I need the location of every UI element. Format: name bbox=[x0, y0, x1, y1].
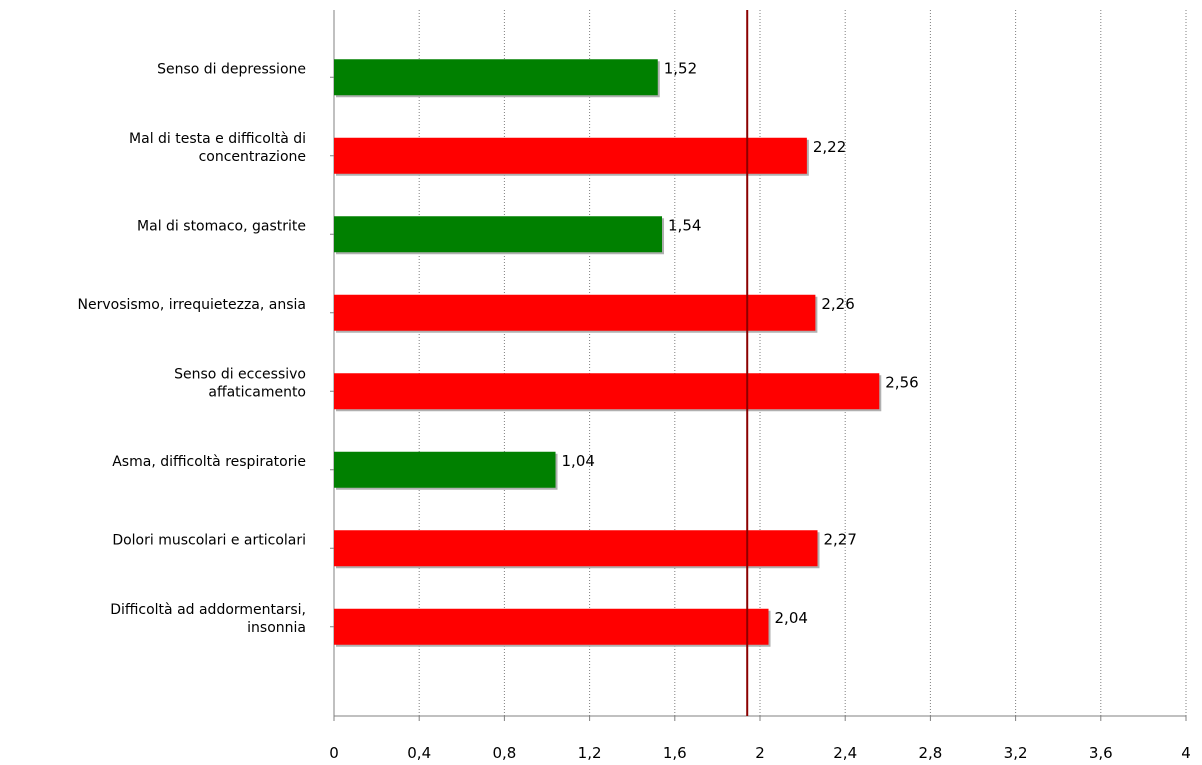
category-label: Mal di testa e difficoltà di concentrazio… bbox=[129, 131, 306, 165]
bar-value-label: 2,56 bbox=[885, 373, 918, 391]
category-label-line: Senso di eccessivo bbox=[174, 366, 306, 382]
category-label: Senso di eccessivo affaticamento bbox=[174, 366, 306, 400]
bar bbox=[334, 294, 816, 331]
category-label-line: Nervosismo, irrequietezza, ansia bbox=[78, 297, 307, 313]
bar-value-label: 2,22 bbox=[813, 138, 846, 156]
bar bbox=[334, 216, 663, 253]
x-tick-label: 1,6 bbox=[663, 744, 687, 762]
category-label-line: concentrazione bbox=[199, 149, 306, 165]
category-label-line: Difficoltà ad addormentarsi, bbox=[110, 602, 306, 618]
category-label-line: affaticamento bbox=[208, 384, 306, 400]
category-label: Mal di stomaco, gastrite bbox=[137, 218, 306, 234]
axes bbox=[330, 10, 1187, 721]
x-tick-label: 4 bbox=[1181, 744, 1191, 762]
bars bbox=[334, 59, 882, 647]
bar bbox=[334, 59, 658, 96]
category-label: Senso di depressione bbox=[157, 61, 306, 77]
x-tick-label: 0 bbox=[329, 744, 339, 762]
bar bbox=[334, 137, 807, 174]
labels: 0 0,4 0,8 1,2 1,6 2 2,4 2,8 3,2 3,6 4 1,52 Senso di … bbox=[78, 59, 1191, 762]
category-label-line: Dolori muscolari e articolari bbox=[112, 532, 306, 548]
category-label-line: Asma, difficoltà respiratorie bbox=[112, 454, 306, 470]
category-label: Difficoltà ad addormentarsi, insonnia bbox=[110, 602, 306, 636]
bar bbox=[334, 373, 880, 410]
category-label-line: Mal di stomaco, gastrite bbox=[137, 218, 306, 234]
category-label-line: Senso di depressione bbox=[157, 61, 306, 77]
category-label: Dolori muscolari e articolari bbox=[112, 532, 306, 548]
bar-value-label: 2,27 bbox=[824, 530, 857, 548]
bar bbox=[334, 451, 556, 488]
bar-value-label: 1,54 bbox=[668, 216, 701, 234]
x-tick-label: 0,4 bbox=[407, 744, 431, 762]
bar-value-label: 2,04 bbox=[775, 609, 808, 627]
bar bbox=[334, 608, 769, 645]
bar-value-label: 1,52 bbox=[664, 59, 697, 77]
category-label: Nervosismo, irrequietezza, ansia bbox=[78, 297, 307, 313]
category-label-line: insonnia bbox=[247, 620, 306, 636]
x-tick-label: 2,4 bbox=[833, 744, 857, 762]
x-tick-label: 2 bbox=[755, 744, 765, 762]
category-label-line: Mal di testa e difficoltà di bbox=[129, 131, 306, 147]
x-tick-label: 3,2 bbox=[1004, 744, 1028, 762]
x-tick-label: 1,2 bbox=[578, 744, 602, 762]
x-tick-label: 3,6 bbox=[1089, 744, 1113, 762]
x-tick-label: 2,8 bbox=[918, 744, 942, 762]
category-label: Asma, difficoltà respiratorie bbox=[112, 454, 306, 470]
bar-value-label: 1,04 bbox=[562, 452, 595, 470]
bar-value-label: 2,26 bbox=[821, 295, 854, 313]
x-tick-label: 0,8 bbox=[492, 744, 516, 762]
bar bbox=[334, 530, 818, 567]
grid-lines bbox=[418, 10, 1187, 716]
